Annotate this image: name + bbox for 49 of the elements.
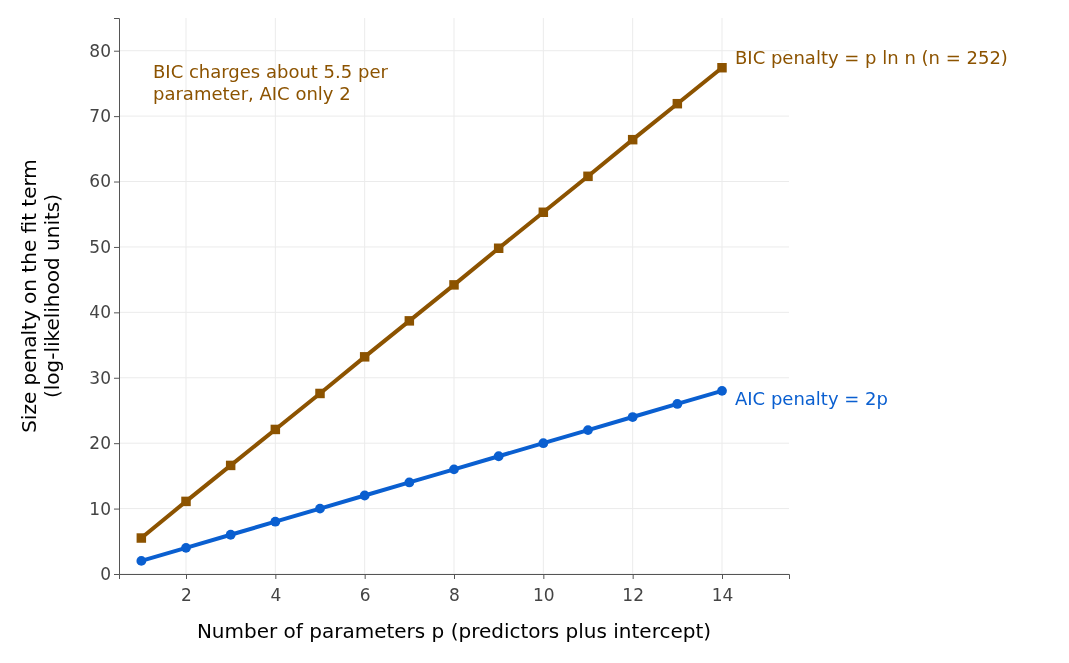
- point: [449, 280, 459, 290]
- point: [359, 490, 370, 501]
- point: [717, 385, 727, 396]
- point: [225, 460, 236, 471]
- point: [627, 412, 638, 422]
- series-label: AIC penalty = 2p: [735, 387, 888, 409]
- point: [538, 207, 549, 218]
- point: [449, 464, 459, 475]
- point: [225, 529, 236, 540]
- point: [270, 424, 281, 435]
- y-tick-label: 50: [89, 236, 111, 257]
- x-axis-title: Number of parameters p (predictors plus intercept): [196, 619, 712, 643]
- point: [672, 98, 683, 109]
- point: [583, 171, 593, 182]
- point: [493, 451, 504, 462]
- y-tick-label: 80: [89, 40, 111, 61]
- point: [627, 134, 638, 145]
- point: [270, 516, 281, 527]
- point: [359, 352, 370, 362]
- x-tick-label: 6: [359, 584, 371, 605]
- point: [493, 243, 504, 253]
- point: [404, 316, 415, 326]
- point: [315, 503, 325, 514]
- y-axis-title: Size penalty on the fit term (log-likelihood units): [17, 159, 64, 433]
- point: [717, 62, 727, 73]
- y-tick-label: 60: [89, 171, 111, 192]
- point: [315, 388, 325, 399]
- point: [181, 542, 191, 553]
- point: [136, 556, 147, 566]
- point: [583, 425, 593, 435]
- x-tick-label: 2: [181, 584, 192, 605]
- x-tick-label: 8: [449, 584, 460, 605]
- y-tick-label: 30: [89, 367, 111, 388]
- x-tick-label: 14: [711, 584, 734, 605]
- y-tick-label: 20: [89, 433, 111, 454]
- series-label: BIC penalty = p ln n (n = 252): [735, 46, 1008, 68]
- y-tick-label: 40: [89, 302, 111, 323]
- y-tick-label: 10: [89, 498, 111, 519]
- point: [181, 496, 191, 507]
- y-tick-label: 0: [100, 563, 111, 584]
- annotation: BIC charges about 5.5 per parameter, AIC only 2: [153, 61, 389, 104]
- point: [404, 477, 415, 488]
- point: [672, 399, 683, 409]
- x-tick-label: 10: [533, 584, 555, 605]
- x-tick-label: 4: [270, 584, 282, 605]
- x-tick-label: 12: [622, 584, 644, 605]
- y-tick-label: 70: [89, 106, 111, 127]
- point: [136, 533, 147, 543]
- point: [538, 438, 549, 449]
